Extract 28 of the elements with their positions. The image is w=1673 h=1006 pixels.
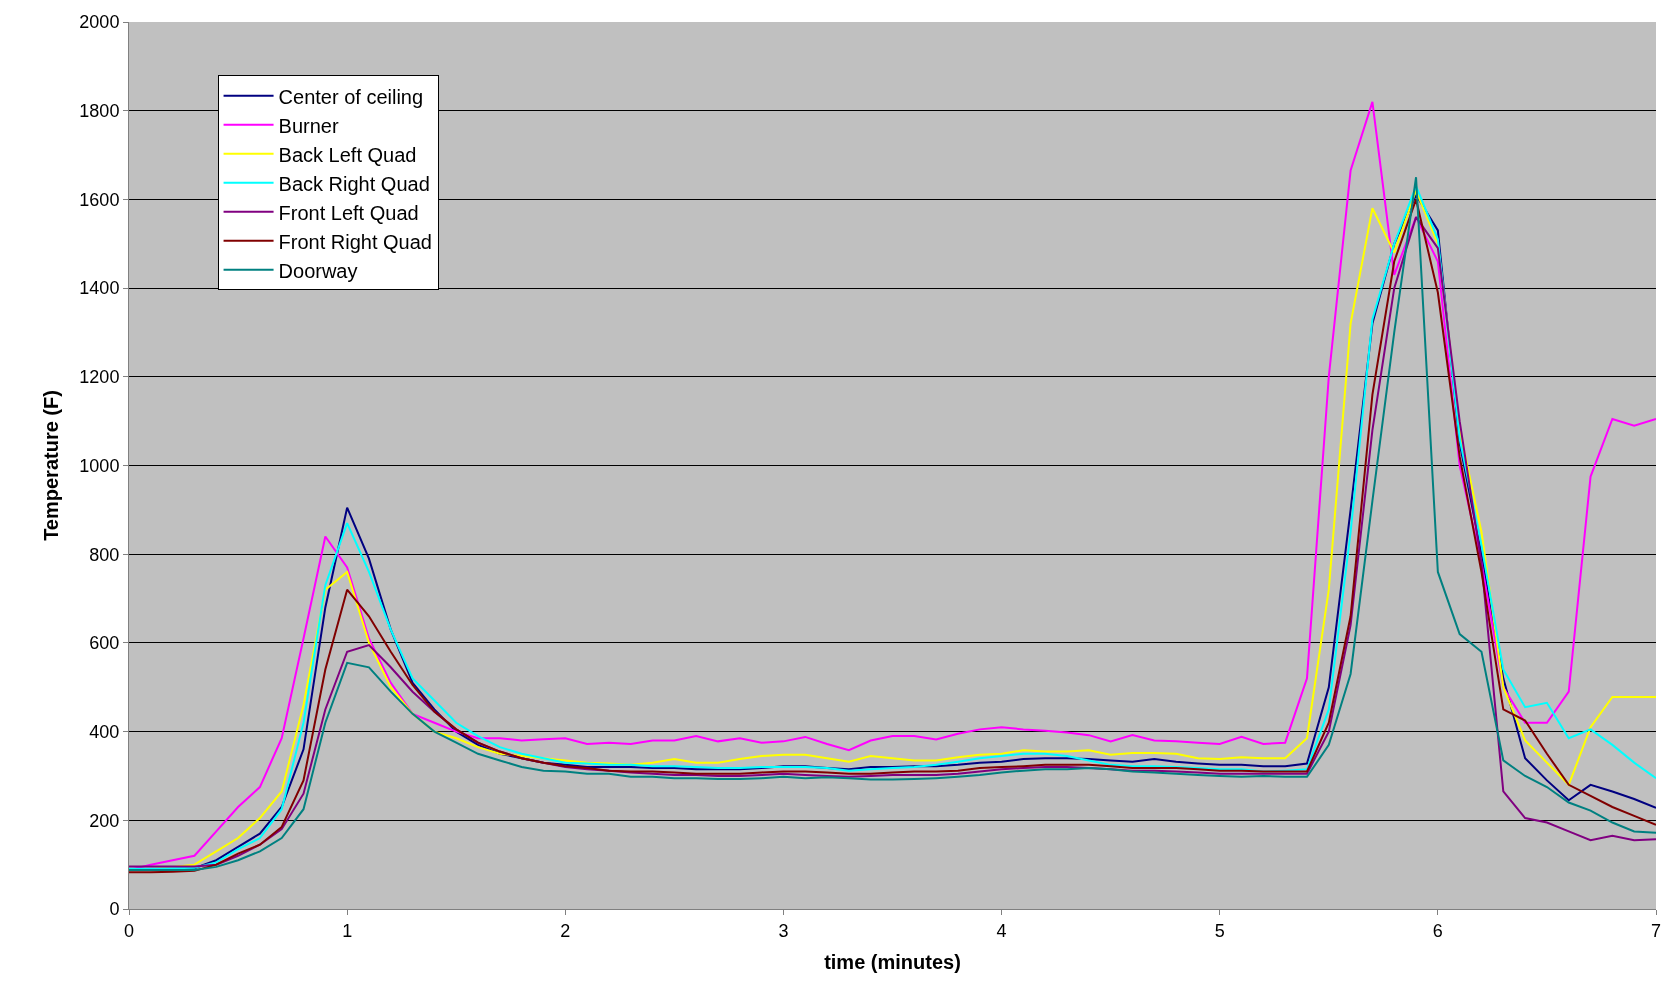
legend-label: Back Right Quad: [278, 172, 430, 195]
x-tick-label: 6: [1432, 920, 1443, 941]
y-tick-label: 800: [89, 544, 120, 565]
x-tick-label: 3: [778, 920, 789, 941]
y-tick-label: 2000: [79, 12, 120, 33]
y-tick-label: 600: [89, 633, 120, 654]
y-tick-label: 1400: [79, 278, 120, 299]
legend-label: Burner: [278, 114, 339, 137]
x-tick-label: 2: [560, 920, 571, 941]
legend-label: Back Left Quad: [278, 143, 417, 166]
y-tick-label: 200: [89, 810, 120, 831]
y-tick-label: 400: [89, 721, 120, 742]
legend-label: Doorway: [278, 259, 358, 282]
x-tick-label: 5: [1214, 920, 1225, 941]
y-tick-label: 1200: [79, 367, 120, 388]
x-tick-label: 7: [1650, 920, 1662, 941]
x-tick-label: 4: [996, 920, 1007, 941]
y-tick-label: 0: [109, 899, 120, 920]
x-tick-label: 1: [342, 920, 353, 941]
legend-label: Center of ceiling: [278, 85, 424, 108]
y-axis-title: Temperature (F): [39, 390, 62, 541]
y-tick-label: 1600: [79, 189, 120, 210]
x-axis-title: time (minutes): [824, 951, 961, 974]
x-tick-label: 0: [123, 920, 135, 941]
y-tick-label: 1000: [79, 455, 120, 476]
legend-label: Front Left Quad: [278, 201, 419, 224]
legend-label: Front Right Quad: [278, 230, 432, 253]
y-tick-label: 1800: [79, 101, 120, 121]
